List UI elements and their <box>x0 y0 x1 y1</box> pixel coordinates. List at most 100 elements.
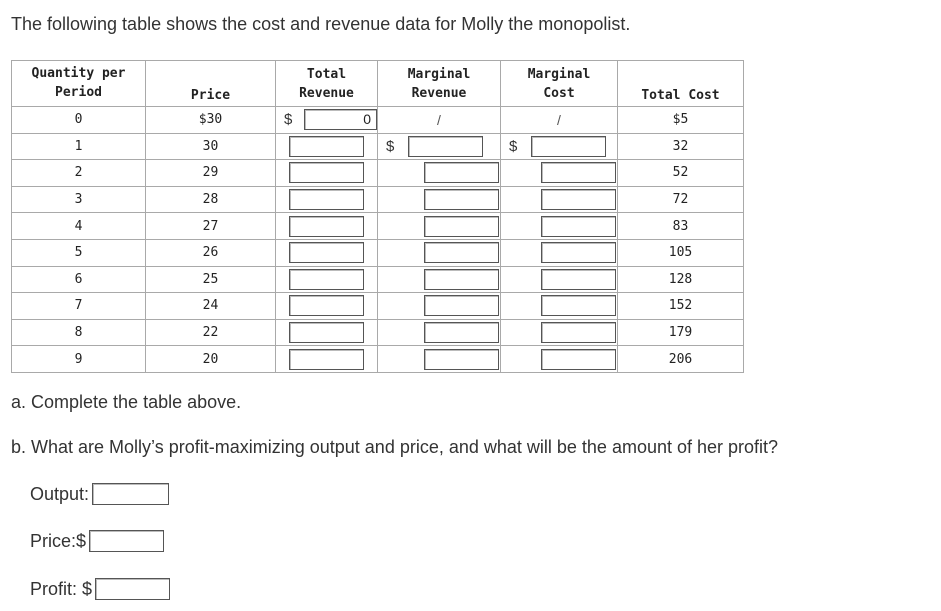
price-label: Price:$ <box>30 530 87 551</box>
header-marginal-cost: Marginal Cost <box>500 60 618 107</box>
quantity-cell: 3 <box>11 185 146 214</box>
table-row: 3 28 72 <box>11 185 744 214</box>
intro-text: The following table shows the cost and r… <box>11 14 631 34</box>
marginal-cost-input[interactable] <box>541 162 616 184</box>
marginal-revenue-cell <box>377 292 501 320</box>
quantity-cell: 8 <box>11 318 146 347</box>
total-cost-cell: 52 <box>617 159 744 187</box>
profit-label: Profit: $ <box>30 578 93 599</box>
marginal-revenue-input[interactable] <box>424 268 499 290</box>
price-input[interactable] <box>89 530 165 552</box>
marginal-revenue-input[interactable] <box>424 348 499 370</box>
marginal-revenue-input[interactable] <box>424 189 499 211</box>
marginal-revenue-cell: / <box>377 106 501 134</box>
marginal-cost-input[interactable] <box>541 348 616 370</box>
total-revenue-cell <box>275 159 378 187</box>
header-marginal-revenue-line2: Revenue <box>411 85 467 101</box>
header-total-revenue: Total Revenue <box>275 60 378 107</box>
total-revenue-cell <box>275 185 378 214</box>
price-cell: 25 <box>145 265 276 294</box>
marginal-cost-slash: / <box>557 111 561 128</box>
marginal-cost-cell: / <box>500 106 618 134</box>
quantity-cell: 7 <box>11 292 146 320</box>
total-revenue-input[interactable] <box>289 215 364 237</box>
total-revenue-input[interactable] <box>289 189 364 211</box>
header-quantity-line1: Quantity per <box>31 66 126 81</box>
total-cost-cell: 83 <box>617 212 744 240</box>
marginal-revenue-cell <box>377 265 501 294</box>
price-cell: 22 <box>145 318 276 347</box>
total-cost-cell: 152 <box>617 292 744 320</box>
total-revenue-input[interactable] <box>289 295 364 317</box>
quantity-cell: 9 <box>11 345 146 373</box>
table-row: 1 30 $ $32 <box>11 132 744 161</box>
total-revenue-input[interactable] <box>289 135 364 157</box>
marginal-revenue-input[interactable] <box>424 215 499 237</box>
total-revenue-cell <box>275 345 378 373</box>
marginal-revenue-input[interactable] <box>424 322 499 344</box>
marginal-revenue-cell: $ <box>377 132 501 161</box>
quantity-cell: 0 <box>11 106 146 134</box>
output-answer-row: Output: <box>30 483 170 505</box>
header-total-revenue-line1: Total <box>306 66 347 82</box>
output-input[interactable] <box>92 483 170 505</box>
price-cell: 24 <box>145 292 276 320</box>
total-revenue-cell <box>275 318 378 347</box>
marginal-cost-input[interactable] <box>541 242 616 264</box>
table-row: 7 24 152 <box>11 292 744 320</box>
header-total-cost-label: Total Cost <box>641 88 720 103</box>
total-revenue-input[interactable] <box>289 322 364 344</box>
marginal-cost-cell <box>500 292 618 320</box>
total-revenue-cell <box>275 132 378 161</box>
marginal-revenue-input[interactable] <box>424 295 499 317</box>
header-marginal-revenue-line1: Marginal <box>407 66 471 82</box>
dollar-sign: $ <box>284 111 293 129</box>
price-cell: 28 <box>145 185 276 214</box>
total-revenue-cell <box>275 212 378 240</box>
marginal-revenue-slash: / <box>437 111 441 128</box>
marginal-revenue-cell <box>377 318 501 347</box>
total-cost-cell: 128 <box>617 265 744 294</box>
header-marginal-revenue: Marginal Revenue <box>377 60 501 107</box>
price-cell: 26 <box>145 238 276 267</box>
profit-input[interactable] <box>95 578 171 600</box>
price-cell: 30 <box>145 132 276 161</box>
total-revenue-input[interactable] <box>289 348 364 370</box>
marginal-revenue-input[interactable] <box>424 242 499 264</box>
header-quantity: Quantity per Period <box>11 60 146 107</box>
table-row: 0 $30 $0// $5 <box>11 106 744 134</box>
marginal-cost-input[interactable] <box>541 322 616 344</box>
total-cost-cell: 206 <box>617 345 744 373</box>
marginal-revenue-input[interactable] <box>408 135 483 157</box>
marginal-revenue-input[interactable] <box>424 162 499 184</box>
quantity-cell: 1 <box>11 132 146 161</box>
marginal-cost-input[interactable] <box>541 268 616 290</box>
header-total-revenue-line2: Revenue <box>299 85 354 101</box>
question-a: a. Complete the table above. <box>11 392 242 412</box>
marginal-cost-input[interactable] <box>541 295 616 317</box>
total-revenue-input[interactable] <box>289 242 364 264</box>
quantity-cell: 2 <box>11 159 146 187</box>
marginal-cost-input[interactable] <box>541 215 616 237</box>
table-row: 5 26 105 <box>11 238 744 267</box>
total-revenue-cell <box>275 292 378 320</box>
total-revenue-input[interactable] <box>289 162 364 184</box>
marginal-revenue-cell <box>377 345 501 373</box>
output-label: Output: <box>30 483 90 504</box>
header-marginal-cost-line1: Marginal <box>527 66 591 82</box>
total-revenue-cell <box>275 238 378 267</box>
header-total-cost: Total Cost <box>617 60 744 107</box>
profit-answer-row: Profit: $ <box>30 578 171 600</box>
marginal-revenue-cell <box>377 238 501 267</box>
table-row: 8 22 179 <box>11 318 744 347</box>
marginal-revenue-cell <box>377 159 501 187</box>
marginal-cost-cell <box>500 345 618 373</box>
dollar-sign: $ <box>509 137 518 155</box>
marginal-cost-input[interactable] <box>541 189 616 211</box>
marginal-cost-input[interactable] <box>531 135 606 157</box>
marginal-cost-cell <box>500 212 618 240</box>
header-marginal-cost-line2: Cost <box>543 85 575 101</box>
table-row: 2 29 52 <box>11 159 744 187</box>
total-revenue-input[interactable] <box>289 268 364 290</box>
total-revenue-input[interactable]: 0 <box>304 109 377 131</box>
